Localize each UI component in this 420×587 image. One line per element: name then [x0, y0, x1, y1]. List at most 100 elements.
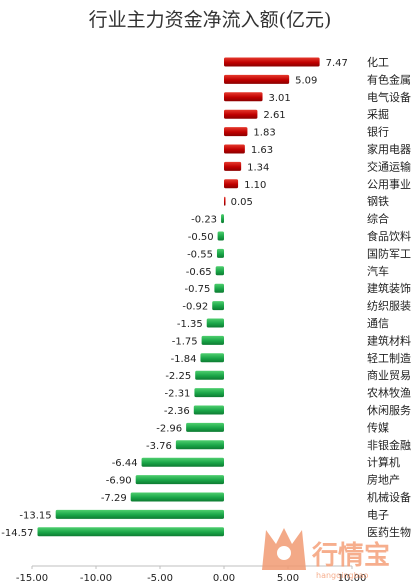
value-label-27: -14.57 [1, 528, 33, 539]
bar-1 [224, 74, 290, 84]
value-label-11: -0.55 [187, 249, 213, 260]
bar-27 [37, 527, 225, 537]
bar-18 [195, 370, 224, 380]
category-label-19: 农林牧渔 [367, 386, 411, 400]
value-label-14: -0.92 [182, 302, 208, 313]
bar-3 [224, 109, 258, 119]
value-label-16: -1.75 [172, 336, 198, 347]
bar-10 [217, 231, 224, 241]
bar-13 [214, 283, 224, 293]
value-label-7: 1.10 [244, 180, 266, 191]
bar-26 [55, 509, 225, 519]
value-label-19: -2.31 [165, 389, 191, 400]
bar-9 [221, 214, 224, 224]
category-label-12: 汽车 [367, 264, 389, 278]
value-label-9: -0.23 [191, 215, 217, 226]
category-label-0: 化工 [367, 55, 389, 69]
category-label-3: 采掘 [367, 107, 389, 121]
category-label-13: 建筑装饰 [367, 281, 411, 295]
bar-4 [224, 127, 248, 137]
bar-25 [130, 492, 224, 502]
category-label-22: 非银金融 [367, 438, 411, 452]
value-label-0: 7.47 [326, 58, 348, 69]
value-label-5: 1.63 [251, 145, 273, 156]
x-tick-label-5: 10.00 [338, 573, 367, 584]
category-label-23: 计算机 [367, 455, 400, 469]
bars-group [37, 57, 320, 537]
bar-19 [194, 388, 224, 398]
value-label-15: -1.35 [177, 319, 203, 330]
bar-11 [216, 248, 224, 258]
value-label-6: 1.34 [247, 162, 269, 173]
value-label-13: -0.75 [185, 284, 211, 295]
category-label-20: 休闲服务 [367, 403, 411, 417]
category-label-6: 交通运输 [367, 159, 411, 173]
bar-20 [193, 405, 224, 415]
x-tick-label-3: 0.00 [213, 573, 235, 584]
value-label-21: -2.96 [156, 423, 182, 434]
value-label-18: -2.25 [165, 371, 191, 382]
value-label-20: -2.36 [164, 406, 190, 417]
category-label-27: 医药生物 [367, 525, 411, 539]
chart-title: 行业主力资金净流入额(亿元) [89, 9, 332, 31]
category-label-7: 公用事业 [367, 178, 411, 191]
bar-15 [206, 318, 224, 328]
bar-2 [224, 92, 263, 102]
x-tick-label-2: -5.00 [147, 573, 173, 584]
category-label-9: 综合 [367, 212, 389, 226]
category-label-18: 商业贸易 [367, 368, 411, 382]
bar-22 [175, 440, 224, 450]
bar-5 [224, 144, 245, 154]
category-label-14: 纺织服装 [367, 299, 411, 313]
value-label-3: 2.61 [263, 110, 285, 121]
category-label-21: 传媒 [367, 421, 389, 434]
bar-6 [224, 161, 242, 171]
bar-24 [135, 475, 224, 485]
category-label-11: 国防军工 [367, 246, 411, 260]
category-label-10: 食品饮料 [367, 229, 411, 243]
value-label-2: 3.01 [269, 93, 291, 104]
x-axis-ticks: -15.00 -10.00 -5.00 0.00 5.00 10.00 [16, 566, 366, 584]
value-label-22: -3.76 [146, 441, 172, 452]
category-label-4: 银行 [367, 125, 389, 139]
value-label-1: 5.09 [295, 75, 317, 86]
bar-17 [200, 353, 224, 363]
bar-0 [224, 57, 320, 67]
x-tick-label-4: 5.00 [277, 573, 299, 584]
value-label-8: 0.05 [231, 197, 253, 208]
value-label-4: 1.83 [253, 128, 275, 139]
category-label-8: 钢铁 [367, 195, 389, 208]
x-tick-label-0: -15.00 [16, 573, 48, 584]
category-labels-group: 化工有色金属电气设备采掘银行家用电器交通运输公用事业钢铁综合食品饮料国防军工汽车… [367, 55, 411, 539]
value-label-17: -1.84 [171, 354, 197, 365]
bar-16 [201, 335, 224, 345]
category-label-5: 家用电器 [367, 142, 411, 156]
bar-12 [215, 266, 224, 276]
bar-23 [141, 457, 224, 467]
category-label-2: 电气设备 [367, 90, 411, 104]
value-label-23: -6.44 [112, 458, 138, 469]
value-label-26: -13.15 [19, 510, 51, 521]
value-label-25: -7.29 [101, 493, 127, 504]
bar-21 [186, 422, 224, 432]
category-label-16: 建筑材料 [367, 333, 411, 347]
category-label-24: 房地产 [367, 473, 400, 487]
bull-eye [277, 546, 291, 560]
category-label-25: 机械设备 [367, 490, 411, 504]
category-label-1: 有色金属 [367, 72, 411, 86]
value-label-12: -0.65 [186, 267, 212, 278]
watermark-logo: 行情宝 hangqingbao [262, 528, 390, 580]
value-label-24: -6.90 [106, 476, 132, 487]
watermark-subtext: hangqingbao [316, 571, 369, 580]
category-label-17: 轻工制造 [367, 351, 411, 365]
bar-14 [212, 301, 224, 311]
bar-8 [224, 196, 226, 206]
x-tick-label-1: -10.00 [80, 573, 112, 584]
category-label-15: 通信 [367, 317, 389, 330]
category-label-26: 电子 [367, 508, 389, 521]
bar-7 [224, 179, 239, 189]
value-labels-group: 7.47 5.09 3.01 2.61 1.83 1.63 1.34 1.10 0.05 -0.2… [1, 58, 348, 539]
value-label-10: -0.50 [188, 232, 214, 243]
watermark-text: 行情宝 [311, 540, 390, 571]
